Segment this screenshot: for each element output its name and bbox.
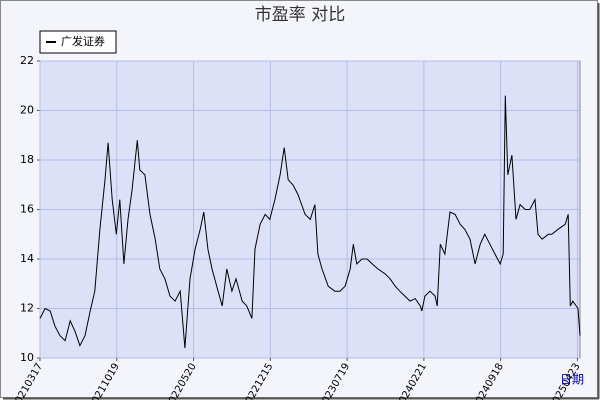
legend-label: 广发证券	[61, 34, 105, 48]
y-tick-label: 20	[20, 104, 34, 117]
y-tick-label: 10	[20, 351, 34, 364]
y-tick-label: 16	[20, 203, 34, 216]
legend-box	[39, 30, 117, 54]
series-line	[39, 95, 581, 349]
y-tick-label: 12	[20, 302, 34, 315]
chart-title: 市盈率 对比	[255, 5, 345, 25]
y-tick-label: 18	[20, 153, 34, 166]
legend: 广发证券	[39, 30, 117, 54]
y-tick-label: 22	[20, 54, 34, 67]
y-tick-label: 14	[20, 252, 34, 265]
x-axis-label: 日期	[560, 373, 584, 387]
